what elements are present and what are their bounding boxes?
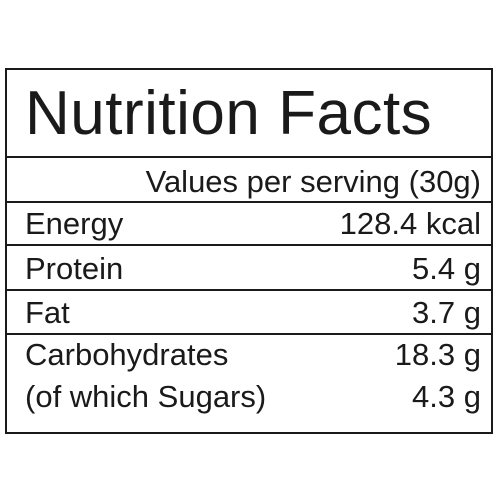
serving-size: Values per serving (30g) — [145, 164, 481, 199]
title: Nutrition Facts — [25, 79, 433, 148]
divider — [7, 289, 491, 291]
nutrient-row: Fat 3.7 g — [25, 293, 481, 333]
nutrient-value: 3.7 g — [412, 295, 481, 330]
nutrient-row: Energy 128.4 kcal — [25, 204, 481, 244]
divider — [7, 333, 491, 335]
nutrient-row: Carbohydrates 18.3 g — [25, 335, 481, 375]
nutrition-label: Nutrition Facts Values per serving (30g)… — [5, 68, 493, 434]
divider — [7, 156, 491, 158]
nutrient-row: Protein 5.4 g — [25, 249, 481, 289]
nutrient-value: 4.3 g — [412, 379, 481, 414]
nutrient-value: 18.3 g — [394, 337, 481, 372]
nutrient-name: Carbohydrates — [25, 337, 229, 372]
divider — [7, 201, 491, 203]
nutrient-value: 5.4 g — [412, 251, 481, 286]
nutrient-name: Protein — [25, 251, 124, 286]
nutrient-name: Fat — [25, 295, 70, 330]
nutrient-row: (of which Sugars) 4.3 g — [25, 377, 481, 417]
nutrient-value: 128.4 kcal — [339, 206, 481, 241]
nutrient-name: (of which Sugars) — [25, 379, 267, 414]
nutrient-name: Energy — [25, 206, 124, 241]
divider — [7, 244, 491, 246]
